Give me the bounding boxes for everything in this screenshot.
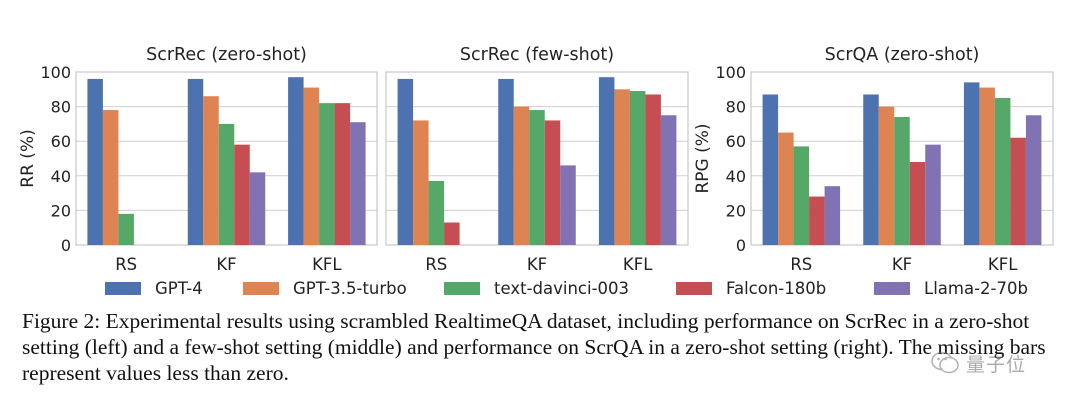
bar-llama-2-70b-rs (824, 186, 841, 245)
bar-text-davinci-003-rs (428, 180, 445, 245)
watermark-text: 量子位 (966, 353, 1027, 376)
bar-falcon-180b-kfl (1010, 137, 1026, 245)
bar-gpt-4-kf (498, 78, 514, 245)
bar-gpt-3-5-turbo-rs (778, 132, 794, 245)
bar-text-davinci-003-kf (218, 123, 235, 245)
x-tick-label: RS (425, 255, 447, 274)
watermark: 量子位 (930, 348, 1026, 378)
bar-falcon-180b-kf (234, 144, 250, 245)
chart-title: ScrQA (zero-shot) (825, 45, 980, 65)
bar-falcon-180b-kf (544, 120, 561, 245)
y-tick-label: 20 (51, 201, 71, 220)
x-tick-label: RS (790, 255, 812, 274)
bar-gpt-3-5-turbo-kf (513, 106, 530, 245)
bar-llama-2-70b-kf (925, 144, 941, 245)
chart-title: ScrRec (few-shot) (460, 45, 614, 65)
legend-label: GPT-4 (155, 279, 203, 298)
y-tick-label: 60 (51, 132, 71, 151)
x-tick-label: KFL (623, 255, 653, 274)
bar-llama-2-70b-kf (249, 172, 266, 245)
y-tick-label: 100 (715, 63, 746, 82)
legend-swatch (874, 282, 910, 295)
bar-gpt-3-5-turbo-rs (102, 110, 119, 245)
x-tick-label: RS (115, 255, 137, 274)
x-tick-label: KF (527, 255, 547, 274)
bar-gpt-4-rs (87, 78, 103, 245)
bar-llama-2-70b-kfl (1025, 115, 1042, 245)
legend-swatch (444, 282, 480, 295)
figure-caption: Figure 2: Experimental results using scr… (22, 309, 1046, 385)
bar-gpt-4-rs (397, 78, 414, 245)
y-axis-label: RR (%) (18, 129, 38, 187)
bar-llama-2-70b-kfl (660, 115, 677, 245)
bar-llama-2-70b-kf (560, 165, 576, 245)
y-tick-label: 0 (61, 236, 71, 255)
legend-swatch (676, 282, 712, 295)
bar-falcon-180b-kfl (334, 103, 351, 245)
bar-gpt-3-5-turbo-kfl (614, 89, 630, 245)
bar-text-davinci-003-kfl (319, 103, 335, 245)
bar-falcon-180b-rs (809, 196, 825, 245)
legend-swatch (243, 282, 279, 295)
x-tick-label: KF (216, 255, 236, 274)
bar-gpt-3-5-turbo-kfl (979, 87, 995, 245)
y-tick-label: 100 (40, 63, 71, 82)
chart-title: ScrRec (zero-shot) (146, 45, 307, 65)
bar-text-davinci-003-kfl (994, 97, 1011, 245)
legend-label: GPT-3.5-turbo (293, 279, 407, 298)
y-tick-label: 40 (726, 167, 746, 186)
y-tick-label: 20 (726, 201, 746, 220)
legend-swatch (105, 282, 141, 295)
bar-falcon-180b-kfl (645, 94, 661, 246)
y-axis-label: RPG (%) (693, 123, 713, 193)
wechat-icon (931, 351, 959, 374)
bar-gpt-3-5-turbo-kf (203, 96, 219, 245)
bar-gpt-4-kf (187, 78, 204, 245)
x-tick-label: KFL (312, 255, 342, 274)
bar-llama-2-70b-kfl (350, 122, 366, 245)
bar-text-davinci-003-rs (118, 213, 134, 245)
bar-gpt-4-kfl (963, 82, 980, 245)
x-tick-label: KF (892, 255, 912, 274)
bar-text-davinci-003-kf (894, 116, 910, 245)
y-tick-label: 80 (51, 98, 71, 117)
bar-gpt-3-5-turbo-kf (878, 106, 895, 245)
chart-figure: 0 20 40 60 80 100 RR (%) ScrRec (zero-shot) RS KF… (18, 45, 1054, 298)
bar-text-davinci-003-kf (529, 110, 545, 245)
legend-label: Llama-2-70b (924, 279, 1028, 298)
y-tick-label: 60 (726, 132, 746, 151)
legend-label: text-davinci-003 (494, 279, 629, 298)
bar-gpt-3-5-turbo-kfl (303, 87, 320, 245)
legend-label: Falcon-180b (726, 279, 826, 298)
bar-gpt-4-kfl (598, 77, 615, 245)
bar-gpt-4-kf (863, 94, 879, 246)
bar-falcon-180b-kf (909, 161, 926, 245)
y-tick-label: 40 (51, 167, 71, 186)
bar-text-davinci-003-kfl (629, 91, 646, 245)
bar-gpt-3-5-turbo-rs (413, 120, 429, 245)
y-tick-label: 80 (726, 98, 746, 117)
bar-gpt-4-kfl (288, 77, 304, 245)
bar-falcon-180b-rs (444, 222, 460, 245)
bar-gpt-4-rs (762, 94, 779, 246)
y-tick-label: 0 (736, 236, 746, 255)
bar-text-davinci-003-rs (793, 146, 810, 245)
x-tick-label: KFL (988, 255, 1018, 274)
